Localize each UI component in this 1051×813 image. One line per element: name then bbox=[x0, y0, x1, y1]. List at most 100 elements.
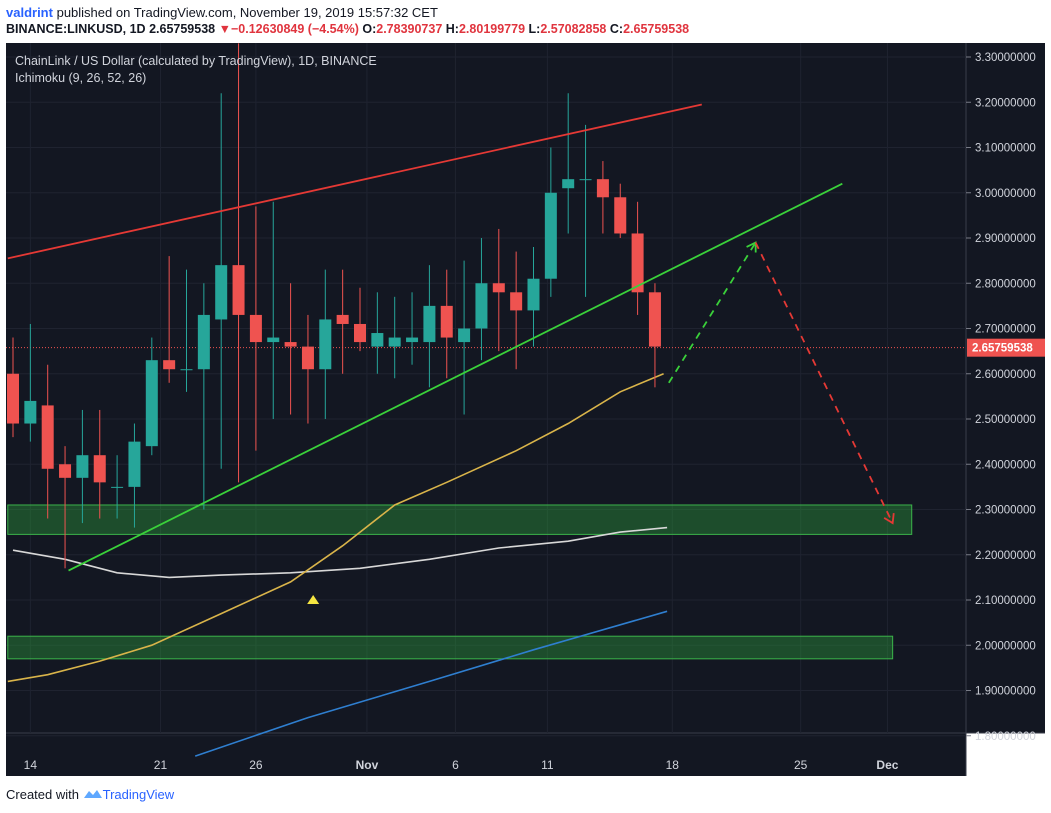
candle-body bbox=[423, 305, 436, 343]
change-value: −0.12630849 (−4.54%) bbox=[230, 22, 359, 36]
up-candle bbox=[579, 124, 592, 297]
down-candle bbox=[440, 269, 453, 379]
upper-resistance-line[interactable] bbox=[7, 103, 702, 260]
high-label: H: bbox=[445, 22, 459, 36]
up-candle bbox=[267, 201, 280, 419]
candle-body bbox=[249, 314, 262, 343]
up-candle bbox=[458, 260, 471, 415]
up-candle bbox=[197, 283, 210, 510]
candle-body bbox=[492, 283, 505, 293]
up-candle bbox=[215, 93, 228, 469]
y-tick-label: 2.60000000 bbox=[975, 369, 1036, 381]
candle-body bbox=[24, 400, 37, 424]
candle-body bbox=[631, 233, 644, 293]
up-candle bbox=[423, 265, 436, 388]
publish-line: valdrint published on TradingView.com, N… bbox=[6, 5, 438, 20]
projected-drop-arrow[interactable] bbox=[754, 242, 895, 525]
low-value: 2.57082858 bbox=[540, 22, 607, 36]
down-candle bbox=[249, 206, 262, 451]
x-tick-label: 26 bbox=[249, 758, 263, 772]
arrow-shaft bbox=[668, 242, 757, 384]
last-price-badge: 2.65759538 bbox=[967, 338, 1045, 357]
candle-body bbox=[232, 265, 245, 315]
created-with-text: Created with bbox=[6, 787, 79, 802]
candle-body bbox=[440, 305, 453, 338]
up-candle bbox=[145, 337, 158, 456]
x-tick-label: Nov bbox=[356, 758, 379, 772]
candle-body bbox=[41, 405, 54, 469]
x-tick-label: 18 bbox=[666, 758, 680, 772]
triangle-marker-icon bbox=[307, 595, 320, 604]
last-price-value: 2.65759538 bbox=[149, 22, 216, 36]
candle-body bbox=[215, 265, 228, 320]
y-tick-label: 3.10000000 bbox=[975, 143, 1036, 155]
down-candle bbox=[354, 287, 366, 352]
last-price-badge-text: 2.65759538 bbox=[972, 343, 1033, 355]
y-tick-label: 2.30000000 bbox=[975, 505, 1036, 517]
candle-body bbox=[163, 360, 176, 370]
high-value: 2.80199779 bbox=[458, 22, 526, 36]
candle-body bbox=[510, 292, 523, 311]
up-candle bbox=[544, 147, 557, 297]
tradingview-link[interactable]: TradingView bbox=[102, 787, 175, 802]
footer: Created with TradingView bbox=[6, 787, 174, 802]
down-candle bbox=[93, 409, 106, 519]
close-value: 2.65759538 bbox=[623, 22, 690, 36]
ascending-support-line[interactable] bbox=[68, 182, 843, 572]
down-candle bbox=[7, 337, 19, 438]
time-axis[interactable] bbox=[6, 733, 966, 776]
down-candle bbox=[284, 283, 297, 415]
down-candle bbox=[631, 201, 644, 315]
kijun-line bbox=[12, 526, 668, 579]
x-tick-label: 14 bbox=[24, 758, 38, 772]
author-link[interactable]: valdrint bbox=[6, 5, 53, 20]
low-label: L: bbox=[528, 22, 541, 36]
up-candle bbox=[371, 292, 384, 374]
candle-body bbox=[267, 337, 280, 343]
candle-body bbox=[371, 333, 384, 347]
up-candle bbox=[111, 455, 124, 519]
candle-body bbox=[319, 319, 332, 370]
y-tick-label: 2.90000000 bbox=[975, 233, 1036, 245]
candle-body bbox=[475, 283, 488, 329]
ticker-label: BINANCE:LINKUSD, 1D bbox=[6, 22, 146, 36]
candle-body bbox=[145, 360, 158, 447]
y-tick-label: 2.80000000 bbox=[975, 278, 1036, 290]
x-tick-label: 11 bbox=[541, 758, 554, 772]
candle-body bbox=[458, 328, 471, 343]
last-price-badge-bg bbox=[967, 338, 1045, 357]
candle-body bbox=[406, 337, 419, 343]
y-tick-label: 2.70000000 bbox=[975, 324, 1036, 336]
up-candle bbox=[24, 323, 37, 442]
ohlc-line: BINANCE:LINKUSD, 1D 2.65759538 ▼−0.12630… bbox=[6, 22, 689, 36]
candle-body bbox=[336, 314, 349, 324]
candle-body bbox=[596, 179, 609, 198]
y-tick-label: 2.00000000 bbox=[975, 640, 1036, 652]
support-zone-lower bbox=[7, 635, 894, 660]
price-axis[interactable] bbox=[966, 43, 1045, 733]
down-candle bbox=[301, 314, 314, 424]
published-text: published on TradingView.com, November 1… bbox=[56, 5, 438, 20]
down-candle bbox=[232, 43, 245, 483]
candle-body bbox=[579, 179, 592, 181]
candle-body bbox=[301, 346, 314, 370]
candle-body bbox=[111, 486, 124, 488]
y-tick-label: 3.00000000 bbox=[975, 188, 1036, 200]
candle-body bbox=[562, 179, 575, 189]
candle-body bbox=[197, 314, 210, 370]
indicator-label[interactable]: Ichimoku (9, 26, 52, 26) bbox=[15, 71, 146, 85]
tenkan-line bbox=[7, 372, 664, 683]
plot-background bbox=[6, 43, 966, 733]
close-label: C: bbox=[609, 22, 624, 36]
price-chart[interactable]: 3.30000000 3.20000000 3.10000000 3.00000000… bbox=[0, 43, 1051, 780]
up-candle bbox=[128, 423, 141, 528]
candle-body bbox=[128, 441, 141, 487]
y-tick-label: 2.20000000 bbox=[975, 550, 1036, 562]
down-candle bbox=[41, 364, 54, 519]
tradingview-logo-icon bbox=[83, 787, 103, 802]
x-tick-label: 25 bbox=[794, 758, 808, 772]
down-arrow-icon: ▼ bbox=[218, 22, 231, 36]
up-candle bbox=[319, 269, 332, 419]
y-tick-label: 2.40000000 bbox=[975, 459, 1036, 471]
candle-body bbox=[527, 278, 540, 311]
